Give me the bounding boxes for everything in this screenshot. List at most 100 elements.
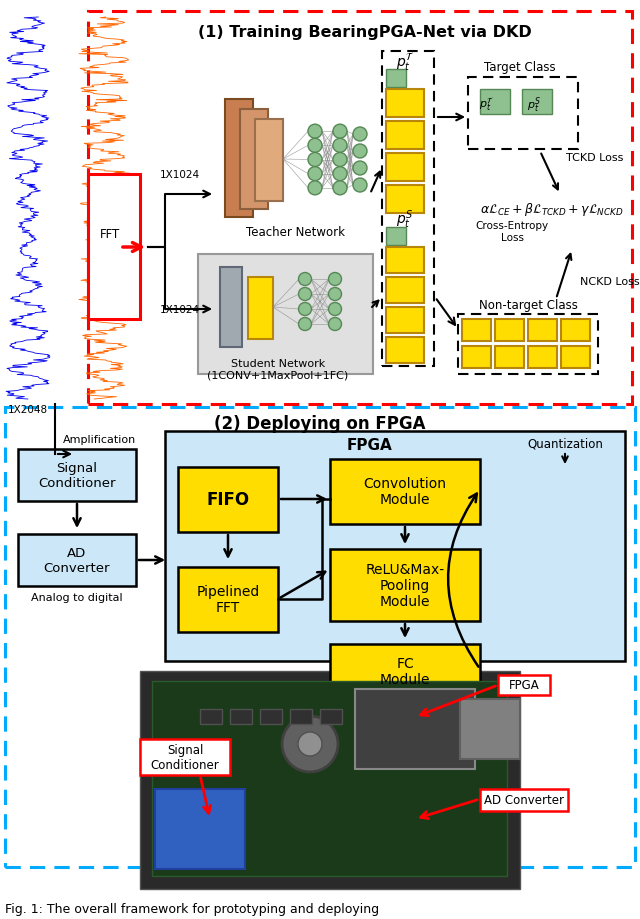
Text: Fig. 1: The overall framework for prototyping and deploying: Fig. 1: The overall framework for protot… [5, 902, 379, 915]
Bar [522, 90, 552, 115]
Bar [198, 255, 373, 375]
Circle shape [308, 125, 322, 139]
Bar [225, 100, 253, 218]
Text: Analog to digital: Analog to digital [31, 593, 123, 602]
Circle shape [353, 179, 367, 193]
Text: FC
Module: FC Module [380, 656, 430, 686]
Bar [290, 709, 312, 724]
Bar [88, 12, 632, 404]
Text: Pipelined
FFT: Pipelined FFT [196, 584, 260, 615]
Bar [480, 789, 568, 811]
Text: Target Class: Target Class [484, 62, 556, 74]
Text: $p_t^\mathcal{T}$: $p_t^\mathcal{T}$ [396, 51, 414, 73]
Bar [458, 314, 598, 375]
Bar [495, 320, 524, 342]
Bar [386, 122, 424, 150]
Circle shape [282, 716, 338, 772]
Circle shape [308, 182, 322, 196]
Bar [462, 320, 491, 342]
Bar [140, 671, 520, 889]
Text: TCKD Loss: TCKD Loss [566, 153, 624, 163]
Circle shape [353, 162, 367, 176]
Text: Signal
Conditioner: Signal Conditioner [38, 461, 116, 490]
Text: 1X2048: 1X2048 [8, 404, 48, 414]
Text: ReLU&Max-
Pooling
Module: ReLU&Max- Pooling Module [365, 562, 445, 608]
Circle shape [333, 167, 347, 181]
Bar [386, 308, 424, 334]
Circle shape [328, 318, 342, 331]
Bar [155, 789, 245, 869]
Circle shape [298, 273, 312, 286]
Bar [386, 337, 424, 364]
Text: Signal
Conditioner: Signal Conditioner [150, 743, 220, 771]
Bar [468, 78, 578, 150]
Bar [528, 320, 557, 342]
Bar [260, 709, 282, 724]
Bar [320, 709, 342, 724]
Bar [528, 346, 557, 369]
Bar [330, 644, 480, 699]
Text: NCKD Loss: NCKD Loss [580, 277, 640, 287]
Circle shape [328, 303, 342, 316]
Text: 1X1024: 1X1024 [160, 305, 200, 314]
Bar [5, 407, 635, 867]
Bar [230, 709, 252, 724]
Text: FFT: FFT [100, 228, 120, 241]
Text: FIFO: FIFO [207, 491, 250, 508]
Circle shape [333, 182, 347, 196]
Circle shape [298, 318, 312, 331]
Circle shape [333, 125, 347, 139]
Bar [220, 267, 242, 347]
Bar [248, 278, 273, 340]
Bar [386, 70, 406, 88]
Bar [382, 52, 434, 367]
Circle shape [308, 167, 322, 181]
Bar [330, 550, 480, 621]
Text: Quantization: Quantization [527, 437, 603, 450]
Text: FPGA: FPGA [347, 438, 393, 453]
Text: Student Network
(1CONV+1MaxPool+1FC): Student Network (1CONV+1MaxPool+1FC) [207, 358, 349, 380]
Bar [460, 699, 520, 759]
Circle shape [298, 732, 322, 756]
Bar [255, 119, 283, 202]
Text: (2) Deploying on FPGA: (2) Deploying on FPGA [214, 414, 426, 433]
Bar [386, 278, 424, 303]
Bar [480, 90, 510, 115]
Circle shape [353, 145, 367, 159]
Circle shape [298, 303, 312, 316]
Bar [240, 110, 268, 210]
Bar [386, 248, 424, 274]
Circle shape [353, 128, 367, 142]
Bar [140, 739, 230, 775]
Circle shape [308, 153, 322, 167]
Circle shape [333, 153, 347, 167]
Text: (1) Training BearingPGA-Net via DKD: (1) Training BearingPGA-Net via DKD [198, 25, 532, 40]
Circle shape [328, 273, 342, 286]
Bar [355, 689, 475, 769]
Bar [165, 432, 625, 662]
Text: AD Converter: AD Converter [484, 794, 564, 807]
Text: Cross-Entropy
Loss: Cross-Entropy Loss [476, 221, 548, 243]
Bar [462, 346, 491, 369]
Bar [386, 186, 424, 214]
Text: $p_t^\mathcal{T}$: $p_t^\mathcal{T}$ [479, 96, 495, 113]
Text: FPGA: FPGA [509, 679, 540, 692]
Text: 1X1024: 1X1024 [160, 170, 200, 180]
Bar [386, 90, 424, 118]
Bar [330, 460, 480, 525]
Bar [88, 175, 140, 320]
Bar [561, 346, 590, 369]
Bar [495, 346, 524, 369]
Bar [18, 449, 136, 502]
Bar [18, 535, 136, 586]
Bar [386, 228, 406, 245]
Bar [178, 567, 278, 632]
Circle shape [308, 139, 322, 153]
Text: $p_t^S$: $p_t^S$ [527, 95, 541, 115]
Text: $p_t^S$: $p_t^S$ [396, 209, 413, 231]
Text: AD
Converter: AD Converter [44, 547, 110, 574]
Circle shape [333, 139, 347, 153]
Text: $\alpha\mathcal{L}_{CE}+\beta\mathcal{L}_{TCKD}+\gamma\mathcal{L}_{NCKD}$: $\alpha\mathcal{L}_{CE}+\beta\mathcal{L}… [480, 201, 624, 218]
Circle shape [298, 289, 312, 301]
Text: Non-target Class: Non-target Class [479, 298, 577, 312]
